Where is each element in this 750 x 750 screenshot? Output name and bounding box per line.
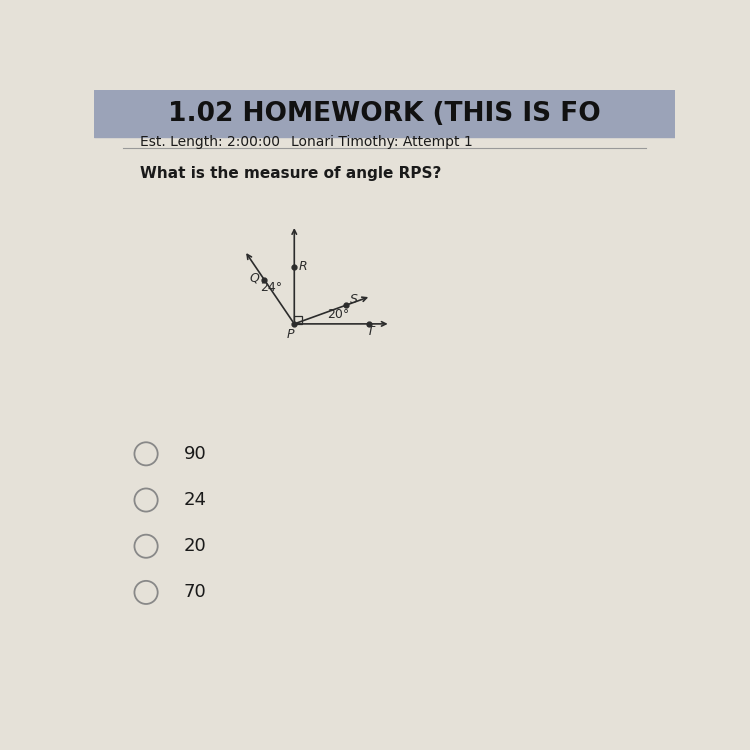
Bar [94, 90, 675, 137]
Text: Est. Length: 2:00:00: Est. Length: 2:00:00 [140, 135, 280, 149]
Text: 90: 90 [184, 445, 206, 463]
Text: P: P [286, 328, 294, 340]
Text: What is the measure of angle RPS?: What is the measure of angle RPS? [140, 166, 442, 182]
Text: 24: 24 [184, 491, 207, 509]
Bar [294, 316, 302, 324]
Text: 20°: 20° [327, 308, 350, 321]
Text: R: R [298, 260, 307, 273]
Text: T: T [367, 325, 374, 338]
Text: Lonari Timothy: Attempt 1: Lonari Timothy: Attempt 1 [291, 135, 473, 149]
Text: 1.02 HOMEWORK (THIS IS FO: 1.02 HOMEWORK (THIS IS FO [168, 100, 601, 127]
Text: 24°: 24° [260, 281, 282, 294]
Text: 70: 70 [184, 584, 206, 602]
Text: S: S [350, 293, 358, 306]
Text: Q: Q [249, 272, 259, 284]
Text: 20: 20 [184, 537, 206, 555]
